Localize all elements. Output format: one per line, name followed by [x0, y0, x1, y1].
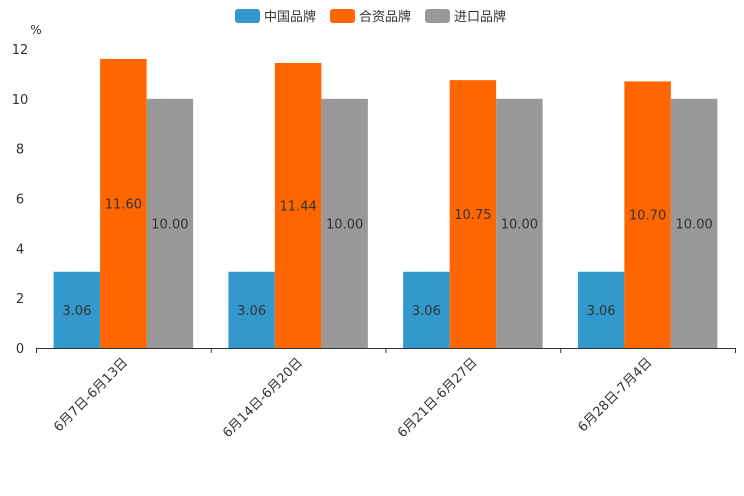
legend-label-3[interactable]: 进口品牌 — [454, 9, 506, 25]
data-label-1-3: 3.06 — [412, 304, 441, 319]
x-category-label-1: 6月7日-6月13日 — [51, 355, 131, 435]
y-tick-label-8: 8 — [16, 143, 24, 158]
bars — [53, 58, 718, 349]
y-axis-unit-label: % — [30, 23, 41, 37]
bar-3-3[interactable] — [496, 98, 543, 348]
data-label-3-4: 10.00 — [676, 217, 713, 232]
x-category-label-2: 6月14日-6月20日 — [220, 355, 306, 441]
x-category-label-3: 6月21日-6月27日 — [395, 355, 481, 441]
y-tick-label-2: 2 — [16, 292, 24, 307]
data-label-1-1: 3.06 — [62, 304, 91, 319]
bar-3-2[interactable] — [321, 98, 368, 348]
bar-1-1[interactable] — [53, 271, 101, 348]
y-tick-label-10: 10 — [12, 93, 29, 108]
data-label-2-4: 10.70 — [629, 209, 666, 224]
data-label-3-1: 10.00 — [151, 217, 188, 232]
legend: 中国品牌 合资品牌 进口品牌 — [235, 9, 506, 25]
legend-swatch-3[interactable] — [425, 9, 450, 23]
bar-2-4[interactable] — [624, 81, 671, 349]
bar-3-1[interactable] — [146, 98, 194, 348]
bar-2-2[interactable] — [274, 62, 322, 348]
data-labels: 3.06 11.60 10.00 3.06 11.44 10.00 3.06 10.75 10.… — [62, 197, 712, 318]
data-label-3-2: 10.00 — [326, 217, 363, 232]
bar-2-3[interactable] — [449, 80, 497, 348]
bar-3-4[interactable] — [670, 98, 718, 348]
y-tick-label-6: 6 — [16, 193, 24, 208]
bar-1-3[interactable] — [403, 271, 450, 348]
data-label-2-1: 11.60 — [105, 197, 142, 212]
legend-swatch-1[interactable] — [235, 9, 260, 23]
data-label-3-3: 10.00 — [501, 217, 538, 232]
y-tick-label-0: 0 — [16, 342, 24, 357]
data-label-1-2: 3.06 — [237, 304, 266, 319]
data-label-1-4: 3.06 — [587, 304, 616, 319]
x-category-label-4: 6月28日-7月4日 — [576, 355, 656, 435]
bar-1-2[interactable] — [228, 271, 275, 348]
data-label-2-2: 11.44 — [280, 199, 317, 214]
bar-2-1[interactable] — [100, 58, 147, 348]
data-label-2-3: 10.75 — [454, 208, 491, 223]
legend-label-1[interactable]: 中国品牌 — [264, 9, 316, 25]
legend-label-2[interactable]: 合资品牌 — [359, 9, 411, 25]
legend-swatch-2[interactable] — [330, 9, 355, 23]
y-tick-label-12: 12 — [12, 43, 29, 58]
x-axis: 6月7日-6月13日 6月14日-6月20日 6月21日-6月27日 6月28日-7月… — [36, 348, 736, 441]
y-tick-label-4: 4 — [16, 242, 24, 257]
bar-1-4[interactable] — [577, 271, 625, 348]
y-axis: 0 2 4 6 8 10 12 — [12, 43, 29, 357]
